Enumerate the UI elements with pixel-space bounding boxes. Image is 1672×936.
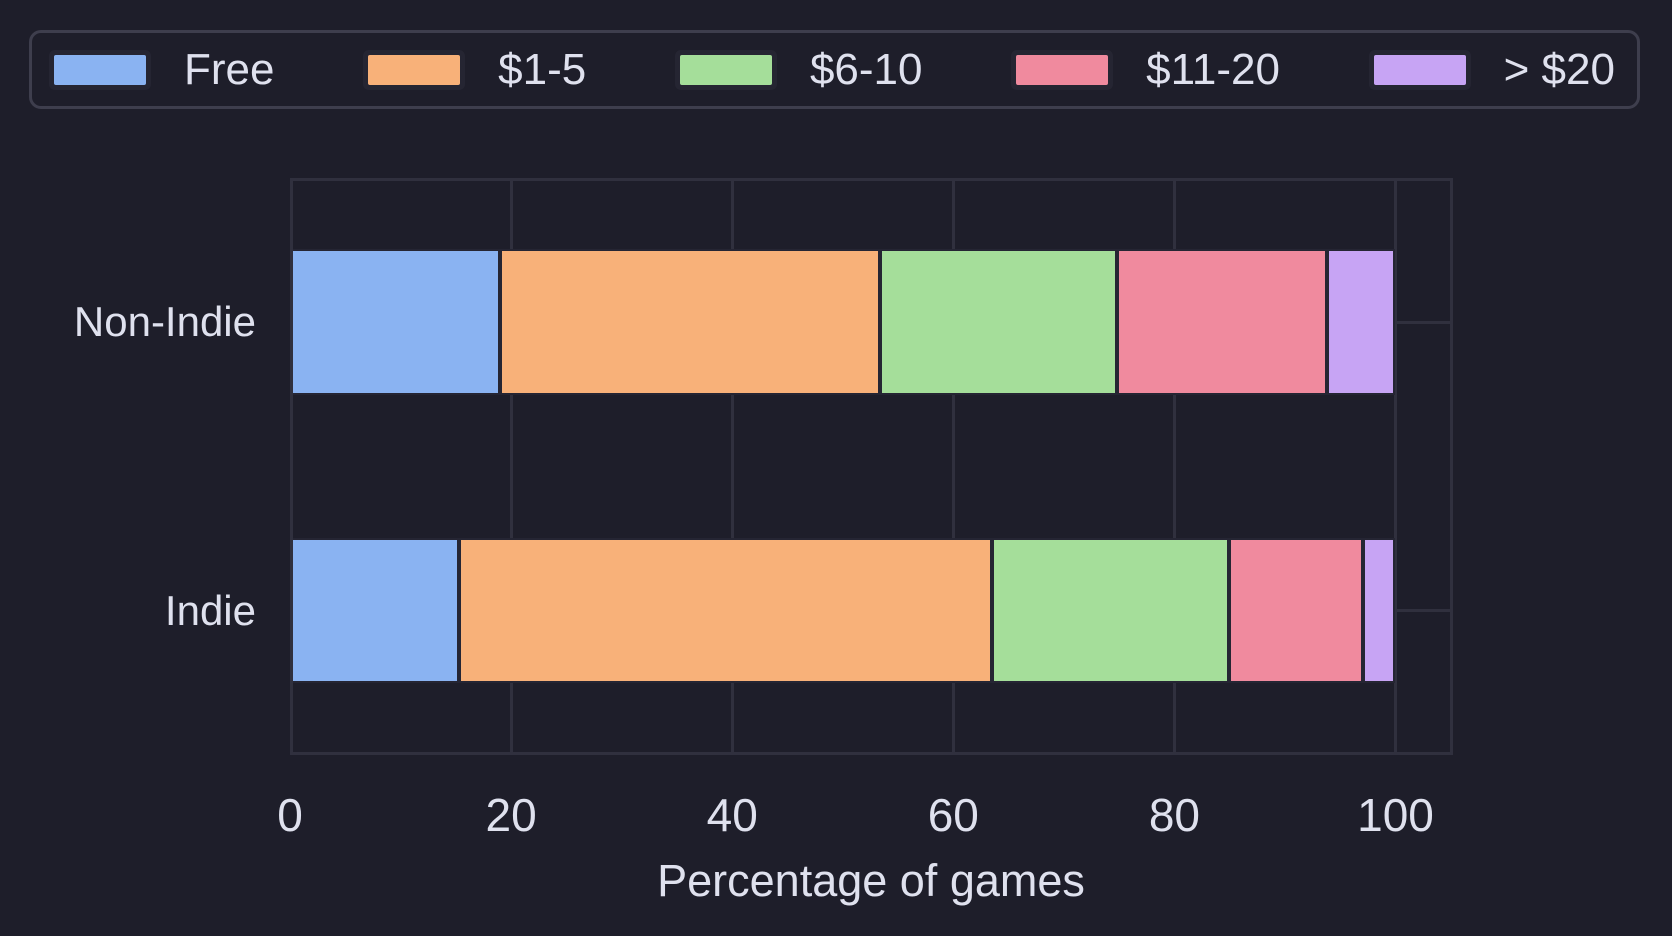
legend-swatch-6-10-icon <box>679 54 772 85</box>
legend-label-free: Free <box>184 44 275 94</box>
legend-label-1-5: $1-5 <box>498 44 587 94</box>
legend-item-11-20[interactable]: $11-20 <box>1016 45 1280 95</box>
x-tick-label-100: 100 <box>1357 789 1434 841</box>
legend-swatch-free-icon <box>54 54 146 85</box>
legend-label-6-10: $6-10 <box>809 44 923 94</box>
bar-segment-indie-6-10[interactable] <box>991 538 1229 683</box>
gridline-x-40 <box>730 178 734 755</box>
gridline-x-20 <box>509 178 513 755</box>
x-tick-label-60: 60 <box>927 789 979 841</box>
bar-segment-non-indie-free[interactable] <box>290 249 501 395</box>
x-tick-label-40: 40 <box>706 789 758 841</box>
bar-segment-indie-free[interactable] <box>290 538 460 683</box>
legend-swatch-gt-20-icon <box>1373 54 1466 85</box>
bar-segment-indie-1-5[interactable] <box>459 538 992 683</box>
legend-item-gt-20[interactable]: > $20 <box>1373 44 1615 95</box>
x-tick-label-80: 80 <box>1148 789 1200 841</box>
legend-swatch-1-5-icon <box>368 54 461 85</box>
x-tick-label-0: 0 <box>277 789 303 841</box>
bar-non-indie <box>290 249 1396 395</box>
legend-item-1-5[interactable]: $1-5 <box>368 45 586 95</box>
legend-label-11-20: $11-20 <box>1146 44 1280 94</box>
gridline-x-60 <box>951 178 955 755</box>
plot-area <box>290 178 1453 755</box>
gridline-x-80 <box>1172 178 1176 755</box>
bar-segment-non-indie-6-10[interactable] <box>880 249 1117 395</box>
bar-indie <box>290 538 1396 683</box>
y-axis-label-non-indie: Non-Indie <box>73 298 256 345</box>
bar-segment-non-indie-1-5[interactable] <box>500 249 881 395</box>
x-tick-label-20: 20 <box>485 789 537 841</box>
x-axis-title: Percentage of games <box>657 855 1085 906</box>
y-axis-label-indie: Indie <box>164 586 256 634</box>
legend-swatch-11-20-icon <box>1016 54 1109 85</box>
legend-label-gt-20: > $20 <box>1503 44 1615 94</box>
bar-segment-indie-11-20[interactable] <box>1228 538 1364 683</box>
bar-segment-non-indie-gt-20[interactable] <box>1326 249 1396 395</box>
legend: Free $1-5 $6-10 $11-20 > $20 <box>29 30 1640 109</box>
bar-segment-non-indie-11-20[interactable] <box>1116 249 1327 395</box>
legend-item-free[interactable]: Free <box>54 45 274 95</box>
legend-item-6-10[interactable]: $6-10 <box>679 44 923 95</box>
gridline-x-100 <box>1394 178 1397 755</box>
bar-segment-indie-gt-20[interactable] <box>1363 538 1396 683</box>
